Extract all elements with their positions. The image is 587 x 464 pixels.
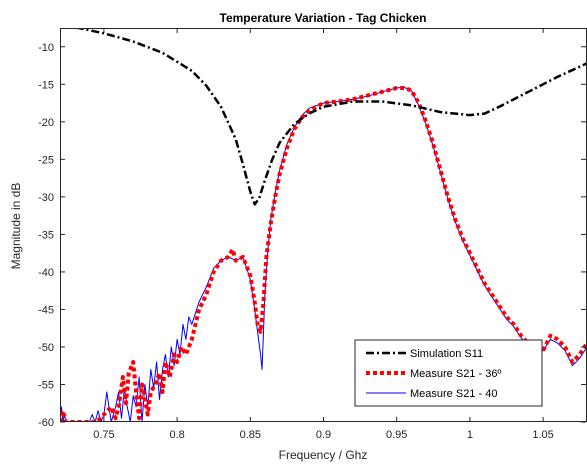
series-layer: [60, 28, 587, 422]
chart-title: Temperature Variation - Tag Chicken: [220, 11, 427, 25]
y-tick-label: -10: [38, 42, 54, 54]
legend: Simulation S11 Measure S21 - 36º Measure…: [354, 339, 543, 407]
x-axis-label: Frequency / Ghz: [279, 448, 368, 462]
y-tick-label: -25: [38, 154, 54, 166]
x-tick-label: 0.85: [240, 429, 261, 441]
x-tick-label: 0.75: [93, 429, 114, 441]
legend-label-measure-s21-36: Measure S21 - 36º: [410, 368, 501, 380]
y-tick-label: -20: [38, 117, 54, 129]
y-tick-label: -45: [38, 304, 54, 316]
y-tick-label: -50: [38, 342, 54, 354]
y-tick-label: -30: [38, 192, 54, 204]
x-tick-label: 0.8: [169, 429, 184, 441]
x-tick-label: 0.9: [316, 429, 331, 441]
legend-label-simulation-s11: Simulation S11: [410, 348, 483, 360]
y-tick-label: -15: [38, 79, 54, 91]
y-tick-label: -40: [38, 267, 54, 279]
y-tick-label: -60: [38, 417, 54, 429]
x-tick-label: 1.05: [532, 429, 553, 441]
x-tick-label: 1: [467, 429, 473, 441]
y-axis-label: Magnitude in dB: [9, 183, 23, 270]
y-tick-label: -35: [38, 229, 54, 241]
y-tick-label: -55: [38, 379, 54, 391]
legend-label-measure-s21-40: Measure S21 - 40: [410, 388, 497, 400]
series-line-measure-s21-36: [60, 86, 587, 422]
x-tick-label: 0.95: [386, 429, 407, 441]
ticks-layer: 0.75 0.8 0.85 0.9 0.95 1 1.05 -60 -55 -50 -45 -40 -3…: [38, 28, 586, 441]
legend-box: [354, 339, 543, 407]
series-line-simulation-s11: [72, 28, 587, 206]
